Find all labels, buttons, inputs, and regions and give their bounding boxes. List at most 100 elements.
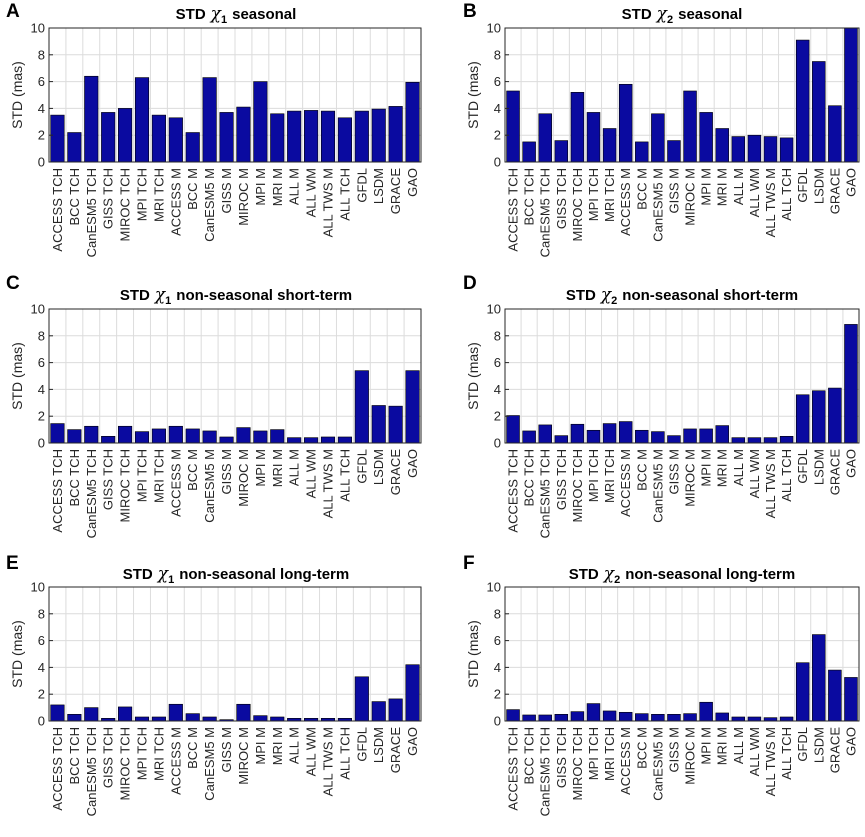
x-tick-label: GISS M [219, 727, 234, 773]
x-tick-label: ACCESS TCH [50, 168, 65, 252]
bar-miroc-m [236, 703, 251, 722]
bar-mpi-tch [586, 703, 601, 722]
bar-miroc-m [683, 90, 697, 163]
x-tick-label: MRI TCH [151, 727, 166, 781]
x-tick-label: GISS TCH [101, 168, 116, 229]
y-tick-label: 4 [38, 101, 45, 116]
x-tick-label: MPI TCH [135, 449, 150, 502]
y-tick-label: 6 [494, 74, 501, 89]
bar-access-tch [506, 709, 520, 722]
bar-access-tch [506, 415, 520, 444]
bar-mpi-m [699, 701, 713, 722]
bar-grace [388, 106, 403, 163]
x-tick-label: ALL WM [747, 449, 762, 498]
title-prefix: STD [566, 287, 596, 304]
y-tick-label: 4 [38, 382, 45, 397]
x-tick-label: CanESM5 M [650, 449, 665, 523]
x-tick-label: MPI TCH [586, 449, 601, 502]
x-tick-label: BCC M [634, 168, 649, 210]
title-subscript: 2 [667, 14, 673, 26]
bar-mri-tch [151, 428, 166, 444]
bar-giss-m [667, 140, 681, 163]
x-tick-label: ALL TCH [337, 727, 352, 780]
x-tick-label: GAO [843, 449, 858, 478]
bar-mpi-m [253, 430, 268, 444]
bar-mpi-tch [134, 431, 150, 444]
axes-frame [48, 27, 422, 163]
title-symbol: χ [656, 4, 669, 24]
bar-miroc-tch [570, 92, 585, 163]
y-tick-label: 6 [38, 633, 45, 648]
bar-all-wm [747, 437, 762, 444]
x-tick-label: ACCESS M [618, 168, 633, 236]
x-tick-label: GISS M [219, 168, 234, 214]
bar-all-tch [779, 137, 794, 163]
bar-gao [405, 81, 420, 163]
x-tick-label: CanESM5 M [650, 727, 665, 801]
y-axis-label: STD (mas) [465, 61, 481, 129]
bar-all-tch [779, 435, 794, 444]
bar-all-wm [304, 110, 319, 163]
x-tick-label: CanESM5 M [202, 168, 217, 242]
x-tick-label: BCC M [185, 449, 200, 491]
bar-gao [844, 677, 858, 722]
y-tick-label: 4 [494, 382, 501, 397]
bar-access-m [168, 425, 183, 444]
y-tick-label: 6 [494, 355, 501, 370]
x-tick-label: CanESM5 TCH [538, 168, 553, 257]
x-tick-label: ALL WM [304, 168, 319, 217]
title-subscript: 1 [221, 14, 227, 26]
bar-gfdl [354, 370, 369, 444]
bar-bcc-tch [67, 713, 82, 722]
x-tick-label: ALL M [731, 168, 746, 205]
y-tick-label: 0 [494, 436, 501, 451]
title-prefix: STD [569, 566, 599, 583]
bar-grace [388, 698, 403, 722]
x-tick-label: MPI TCH [586, 727, 601, 780]
x-tick-label: CanESM5 TCH [84, 449, 99, 538]
bar-mri-tch [602, 710, 617, 722]
bar-lsdm [371, 701, 386, 722]
x-tick-label: CanESM5 M [202, 727, 217, 801]
title-symbol: χ [154, 285, 167, 305]
y-tick-label: 0 [38, 155, 45, 170]
y-tick-label: 0 [494, 155, 501, 170]
bar-all-m [287, 437, 302, 444]
bar-access-m [618, 711, 633, 722]
x-tick-label: MPI M [253, 168, 268, 206]
x-tick-label: ALL TWS M [321, 727, 336, 796]
bar-lsdm [371, 108, 386, 163]
bar-access-tch [50, 423, 65, 444]
x-tick-label: MRI TCH [151, 168, 166, 222]
x-tick-label: ALL M [731, 449, 746, 486]
bar-gfdl [354, 676, 369, 722]
x-tick-label: LSDM [371, 727, 386, 763]
title-suffix: seasonal [232, 6, 296, 23]
x-tick-label: GRACE [388, 449, 403, 496]
bar-miroc-m [683, 713, 697, 722]
bar-access-m [618, 421, 633, 444]
x-tick-label: MPI TCH [586, 168, 601, 221]
bar-gao [405, 370, 420, 444]
bar-canesm5-m [202, 716, 217, 722]
bar-canesm5-m [651, 113, 665, 163]
panel-letter: E [6, 553, 19, 574]
x-tick-label: GISS M [666, 727, 681, 773]
bar-lsdm [812, 61, 826, 163]
y-tick-label: 6 [38, 74, 45, 89]
panel-letter: F [463, 553, 475, 574]
bar-canesm5-m [202, 430, 217, 444]
bar-all-m [731, 716, 746, 722]
y-tick-label: 2 [38, 409, 45, 424]
x-tick-label: CanESM5 TCH [538, 727, 553, 816]
x-tick-label: MIROC M [683, 168, 698, 226]
x-tick-label: LSDM [371, 449, 386, 485]
bar-gao [844, 27, 858, 163]
x-tick-label: GISS TCH [101, 727, 116, 788]
x-tick-label: ALL M [731, 727, 746, 764]
title-subscript: 1 [168, 574, 174, 586]
y-tick-label: 2 [494, 128, 501, 143]
bar-bcc-m [635, 141, 649, 163]
